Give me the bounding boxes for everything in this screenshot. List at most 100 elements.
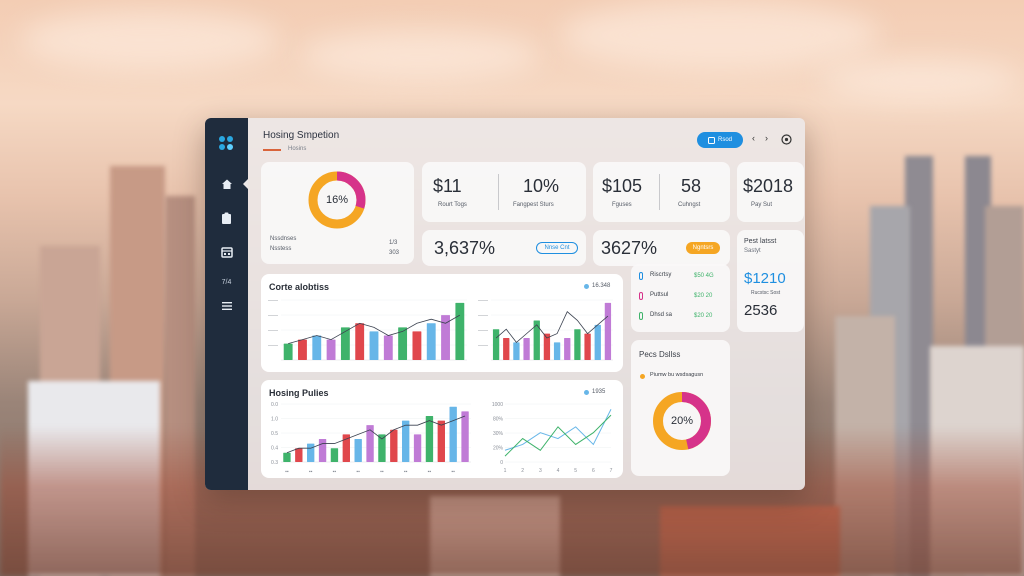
bar	[326, 339, 336, 360]
stat-card-1: $11 Rourt Togs 10% Fangpest Sturs	[422, 162, 586, 222]
bar	[492, 329, 500, 360]
bar	[543, 333, 551, 360]
y-tick-label: 30%	[493, 431, 504, 437]
donut-chart	[308, 171, 366, 229]
list-item-label: Riscrtsy	[650, 272, 672, 278]
y-tick-label: ——	[268, 313, 278, 319]
status-marker-icon	[639, 292, 643, 300]
sidebar-item-calendar[interactable]	[205, 240, 248, 264]
side-card-title: Pest latsst	[744, 238, 777, 245]
x-tick-label: 1	[504, 468, 507, 474]
bar	[283, 343, 293, 360]
bar-line-chart-1: —— —— —— ——	[268, 298, 467, 361]
bar	[412, 331, 422, 360]
sidebar-item-label: 7/4	[221, 278, 232, 286]
wide-card-1: 3,637% Nnse Cnt	[422, 230, 586, 266]
y-tick-label: ——	[478, 313, 488, 319]
donut-legend-1: Nssdnses	[270, 236, 297, 242]
x-tick-label: ▪▪	[404, 469, 408, 474]
stat-value: $2018	[743, 176, 794, 196]
stat-card-3: $2018 Pay Sut	[737, 162, 804, 222]
bar	[318, 438, 327, 462]
x-tick-label: 4	[557, 468, 560, 474]
bar	[426, 323, 436, 360]
bar	[574, 329, 581, 360]
list-item-value: $20 20	[694, 313, 713, 319]
wide-card-pill[interactable]: Ngntsrs	[686, 242, 720, 254]
x-tick-label: ▪▪	[333, 469, 337, 474]
y-tick-label: ——	[268, 298, 278, 304]
bar	[369, 331, 379, 360]
bar	[312, 335, 322, 360]
trend-line	[495, 310, 609, 343]
bar	[383, 335, 393, 360]
bar	[402, 420, 410, 462]
stat-label: Pay Sut	[751, 202, 773, 208]
bar	[455, 302, 465, 360]
bar	[283, 452, 291, 462]
series-line	[504, 414, 612, 457]
bar	[366, 425, 374, 462]
settings-icon[interactable]	[781, 134, 792, 145]
small-donut-note: Piumw bu wsdsagusn	[650, 372, 704, 378]
panel-badge: 16.348	[592, 283, 611, 289]
calendar-icon	[220, 246, 233, 258]
sidebar-item-menu[interactable]	[205, 294, 248, 318]
bar	[594, 324, 601, 360]
bar-panel-1: Corte alobtiss 16.348 —— —— —— —— —— —— —— ——	[261, 274, 623, 372]
bar	[449, 406, 457, 462]
sidebar-item-home[interactable]	[205, 172, 248, 196]
sidebar-item-text[interactable]: 7/4	[205, 270, 248, 294]
bar	[564, 338, 571, 360]
title-underline	[263, 149, 281, 151]
bar	[390, 429, 398, 462]
chevron-right-icon[interactable]: ›	[765, 133, 768, 143]
panel-badge: 1935	[592, 389, 606, 395]
line-chart-4: 1000 80% 30% 20% 01 2 3 4 5 6 7	[492, 402, 613, 474]
x-tick-label: ▪▪	[428, 469, 432, 474]
stat-value: 10%	[523, 176, 560, 196]
stat-card-2: $105 Fguses 58 Cuhngst	[593, 162, 730, 222]
bar	[355, 323, 365, 360]
chevron-left-icon[interactable]: ‹	[752, 133, 755, 143]
home-icon	[221, 179, 232, 189]
x-tick-label: ▪▪	[356, 469, 360, 474]
donut-legend-2: Nsstess	[270, 246, 292, 252]
y-tick-label: 20%	[493, 446, 504, 452]
bar-panel-2: Hosing Pulies 1935 0.0 1.0 0.5 0.4 0.3 ▪▪ ▪▪ ▪▪…	[261, 380, 623, 478]
dashboard-window: 7/4 Hosing Smpetion Hosins Rsod ‹ › 16% …	[205, 118, 805, 490]
bar-line-chart-3: 0.0 1.0 0.5 0.4 0.3 ▪▪ ▪▪ ▪▪ ▪▪ ▪▪ ▪▪ ▪▪ ▪▪	[271, 402, 471, 474]
bar	[340, 327, 350, 360]
wide-card-pill[interactable]: Nnse Cnt	[536, 242, 578, 254]
bar	[513, 342, 520, 360]
y-tick-label: ——	[268, 343, 278, 349]
stat-value: $105	[602, 176, 643, 196]
stat-label: Fangpest Sturs	[513, 202, 554, 208]
primary-button[interactable]: Rsod	[697, 132, 743, 148]
trend-line	[286, 415, 466, 454]
wide-card-2: 3627% Ngntsrs	[593, 230, 730, 266]
primary-button-label: Rsod	[717, 137, 732, 143]
side-card-value: 2536	[744, 302, 778, 319]
x-tick-label: 7	[610, 468, 613, 474]
donut-legend-value-2: 303	[389, 250, 400, 256]
y-tick-label: ——	[268, 328, 278, 334]
x-tick-label: ▪▪	[380, 469, 384, 474]
y-tick-label: 1.0	[271, 417, 278, 423]
y-tick-label: 80%	[493, 417, 504, 423]
bar	[437, 420, 445, 462]
logo-icon	[219, 136, 233, 150]
menu-icon	[221, 302, 232, 310]
y-tick-label: 0.5	[271, 431, 278, 437]
stat-value: 58	[681, 176, 702, 196]
bar	[503, 338, 510, 360]
sidebar-item-reports[interactable]	[205, 206, 248, 230]
x-tick-label: 2	[521, 468, 524, 474]
bar	[425, 415, 434, 462]
sidebar: 7/4	[205, 118, 248, 490]
y-tick-label: 1000	[492, 402, 503, 408]
y-tick-label: 0.0	[271, 402, 278, 408]
bar	[398, 327, 408, 360]
side-card: Pest latsst Sastyt $1210 Rucstsc Sost 25…	[737, 230, 804, 332]
bar	[378, 434, 386, 462]
